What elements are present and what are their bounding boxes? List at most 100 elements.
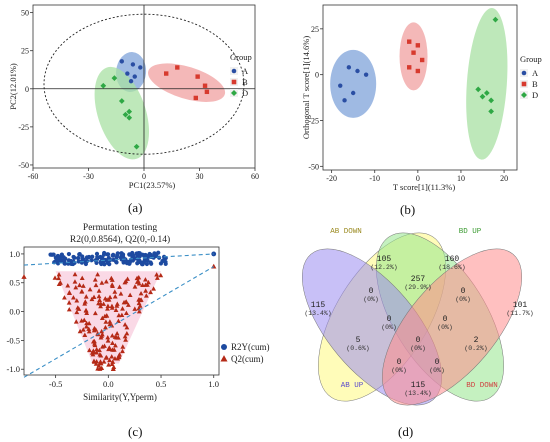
point-d xyxy=(492,16,499,23)
q2-point xyxy=(86,320,92,326)
q2-point xyxy=(119,312,125,318)
q2-point xyxy=(138,297,144,302)
q2-point xyxy=(122,333,128,339)
q2-point xyxy=(103,319,109,324)
venn-region-percent: (13.4%) xyxy=(404,390,431,397)
point-a xyxy=(130,62,136,67)
r2y-point xyxy=(72,255,77,260)
r2y-point xyxy=(94,251,100,256)
q2-point xyxy=(75,305,81,310)
plot-frame xyxy=(23,246,220,376)
q2-point xyxy=(103,324,108,330)
q2-point xyxy=(151,286,157,291)
q2-point xyxy=(99,328,105,334)
q2-point xyxy=(110,283,115,289)
q2-point xyxy=(114,335,120,340)
point-b xyxy=(175,65,180,70)
r2y-point xyxy=(49,252,55,257)
venn-set-label: BD UP xyxy=(459,228,482,236)
venn-region-count: 0 xyxy=(369,287,374,296)
q2-point xyxy=(125,302,131,307)
q2-point xyxy=(113,307,119,313)
q2-point xyxy=(134,275,140,281)
r2y-point xyxy=(163,261,168,266)
venn-region-percent: (0%) xyxy=(437,324,453,331)
venn-region-percent: (11.7%) xyxy=(506,310,533,317)
venn-region-percent: (0%) xyxy=(363,296,379,303)
legend-marker-q2 xyxy=(220,355,228,362)
legend-marker-d xyxy=(231,90,237,96)
r2y-point xyxy=(106,255,111,261)
legend-marker-a xyxy=(521,70,527,76)
x-tick-label: -10 xyxy=(369,174,380,183)
q2-point xyxy=(92,310,98,316)
q2-point xyxy=(120,348,125,354)
r2y-point xyxy=(76,259,81,264)
y-tick-label: 25 xyxy=(21,47,29,56)
point-b xyxy=(193,95,198,101)
q2-point xyxy=(80,327,86,332)
venn-region-percent: (0%) xyxy=(381,324,397,331)
q2-point xyxy=(87,286,93,292)
point-d xyxy=(475,86,482,93)
q2-point xyxy=(103,279,109,284)
q2-point xyxy=(132,284,138,289)
r2y-point xyxy=(86,254,92,260)
venn-region-count: 115 xyxy=(411,381,426,390)
q2-point xyxy=(74,309,80,315)
confidence-ellipse-b xyxy=(399,22,428,91)
r2y-point xyxy=(156,250,161,255)
venn-region-count: 0 xyxy=(435,358,440,367)
q2-point xyxy=(74,298,80,303)
r2y-regression-line xyxy=(23,253,214,266)
q2-point xyxy=(110,340,115,346)
venn-region-count: 115 xyxy=(311,301,326,310)
q2-point xyxy=(71,295,76,300)
r2y-point xyxy=(134,251,139,256)
q2-point xyxy=(154,275,160,280)
q2-point xyxy=(117,352,122,357)
q2-point xyxy=(122,322,128,327)
q2-point xyxy=(105,306,110,311)
q2-point xyxy=(118,291,124,296)
q2-point xyxy=(92,342,98,348)
legend-label-b: B xyxy=(242,77,248,87)
point-a xyxy=(346,65,352,70)
q2-point xyxy=(56,272,62,277)
q2-point xyxy=(66,290,72,295)
q2-point xyxy=(79,289,85,294)
panel-label-c: (c) xyxy=(128,424,143,439)
point-b xyxy=(407,65,412,70)
q2-point xyxy=(122,280,128,285)
x-tick-label: 1.0 xyxy=(208,379,219,389)
r2y-point xyxy=(98,260,103,265)
q2-point xyxy=(143,288,149,293)
q2-point xyxy=(123,337,129,342)
y-tick-label: 50 xyxy=(21,9,29,18)
point-d xyxy=(100,82,107,89)
point-a xyxy=(355,68,360,74)
r2y-point xyxy=(90,254,95,259)
point-b xyxy=(411,50,416,55)
x-tick-label: -30 xyxy=(83,172,94,181)
point-a xyxy=(125,71,130,76)
venn-region-percent: (13.4%) xyxy=(304,310,331,317)
legend-label-a: A xyxy=(242,66,249,76)
x-tick-label: 0 xyxy=(416,174,420,183)
r2y-point xyxy=(102,250,107,256)
q2-point xyxy=(99,315,105,321)
q2-point xyxy=(110,359,116,364)
point-a xyxy=(119,59,125,64)
q2-point xyxy=(96,293,102,299)
q2-point xyxy=(108,275,114,281)
legend-marker-d xyxy=(521,92,527,98)
venn-region-count: 0 xyxy=(387,315,392,324)
q2-point xyxy=(158,272,164,278)
r2y-point xyxy=(100,255,105,261)
q2-point xyxy=(96,300,101,306)
r2y-point xyxy=(127,252,132,257)
q2-point xyxy=(106,362,112,367)
r2y-point xyxy=(124,261,130,266)
